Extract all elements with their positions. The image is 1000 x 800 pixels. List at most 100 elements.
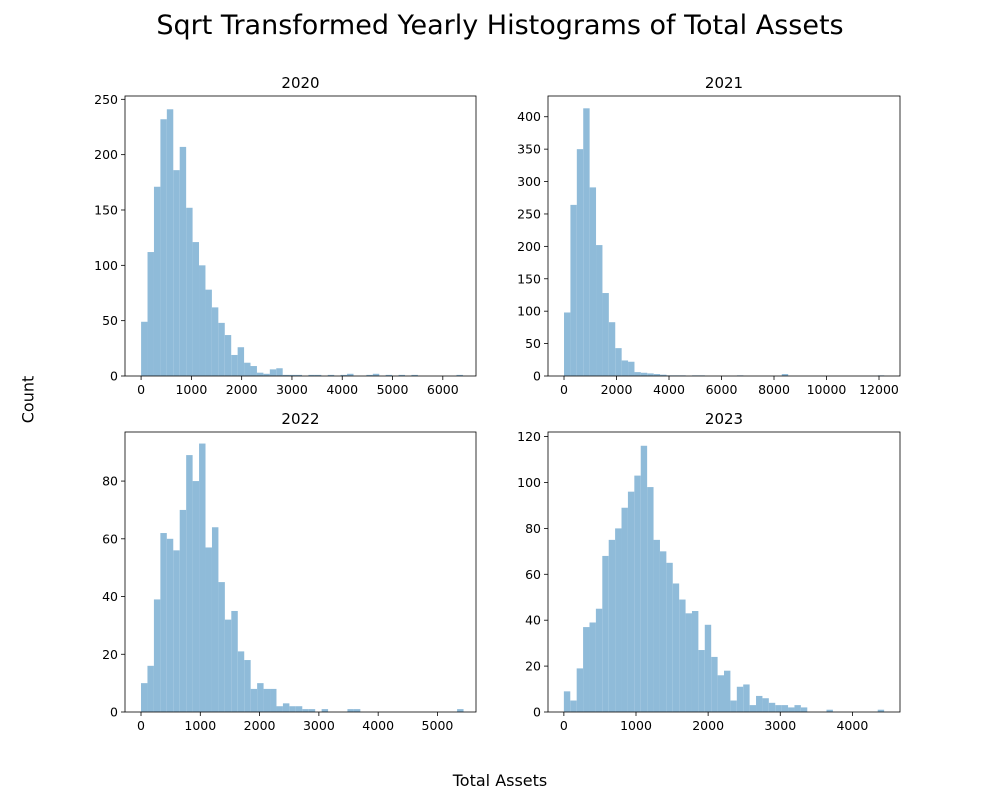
y-tick-label: 200 xyxy=(517,239,541,254)
y-tick-label: 0 xyxy=(533,705,541,720)
histogram-bar xyxy=(679,599,686,712)
histogram-panel-2020: 0 1000 2000 3000 4000 5000 6000 0 50 100 150 200 250… xyxy=(94,74,477,397)
histogram-bar xyxy=(743,684,750,712)
histogram-bar xyxy=(276,368,283,376)
histogram-bar xyxy=(256,372,264,376)
y-tick-label: 80 xyxy=(525,521,541,536)
histogram-bar xyxy=(314,374,322,376)
x-tick-label: 3000 xyxy=(303,718,335,733)
histogram-bar xyxy=(166,109,174,376)
y-tick-label: 40 xyxy=(102,589,118,604)
histogram-bar xyxy=(457,709,464,712)
histogram-bar xyxy=(704,624,712,712)
x-tick-label: 6000 xyxy=(706,382,738,397)
subplot-title: 2023 xyxy=(705,410,743,428)
histogram-panel-2021: 0 2000 4000 6000 8000 10000 12000 0 50 100 150 200 2… xyxy=(517,74,901,397)
x-tick-label: 2000 xyxy=(226,382,258,397)
x-tick-label: 12000 xyxy=(859,382,899,397)
histogram-bar xyxy=(564,312,571,376)
histogram-bar xyxy=(602,293,609,376)
histogram-bar xyxy=(608,322,616,376)
histogram-bar xyxy=(308,374,315,376)
histogram-bar xyxy=(627,491,635,712)
histogram-bar xyxy=(302,709,309,712)
histogram-bar xyxy=(756,695,763,712)
y-tick-label: 80 xyxy=(102,474,118,489)
histogram-bar xyxy=(347,373,354,376)
y-tick-label: 400 xyxy=(517,109,541,124)
histogram-bar xyxy=(237,651,245,712)
histogram-bar xyxy=(595,608,603,712)
histogram-bar xyxy=(762,698,769,712)
x-tick-label: 4000 xyxy=(836,718,868,733)
histogram-bar xyxy=(411,374,418,376)
x-tick-label: 1000 xyxy=(184,718,216,733)
x-tick-label: 4000 xyxy=(653,382,685,397)
y-tick-label: 250 xyxy=(517,206,541,221)
histogram-bar xyxy=(186,207,193,376)
x-tick-label: 10000 xyxy=(807,382,847,397)
histogram-bar xyxy=(730,700,737,712)
histogram-bar xyxy=(205,547,212,712)
histogram-bar xyxy=(653,539,660,712)
histogram-bar xyxy=(199,265,206,376)
figure-y-label: Count xyxy=(18,375,38,424)
histogram-bar xyxy=(634,475,641,712)
axes-frame xyxy=(124,95,477,377)
histogram-bar xyxy=(666,562,673,712)
histogram-bar xyxy=(615,528,622,712)
axes-frame xyxy=(547,431,901,713)
y-tick-label: 120 xyxy=(517,429,541,444)
histogram-bar xyxy=(218,322,225,376)
y-tick-label: 100 xyxy=(517,304,541,319)
histogram-bar xyxy=(647,373,654,376)
histogram-bar xyxy=(295,706,303,712)
histogram-bar xyxy=(775,705,782,712)
histogram-bar xyxy=(385,374,393,376)
histogram-bar xyxy=(398,374,405,376)
y-tick-label: 200 xyxy=(94,147,118,162)
histogram-bar xyxy=(160,119,167,377)
histogram-bar xyxy=(800,707,808,712)
histogram-bar xyxy=(685,613,692,712)
histogram-bar xyxy=(596,245,603,376)
x-tick-label: 0 xyxy=(137,382,145,397)
histogram-bar xyxy=(576,668,584,712)
histogram-bar xyxy=(456,374,463,376)
histogram-bar xyxy=(570,204,577,376)
histogram-bar xyxy=(308,709,316,712)
histogram-bar xyxy=(237,347,245,376)
histogram-bar xyxy=(327,374,335,376)
histogram-bar xyxy=(289,706,296,712)
histogram-bar xyxy=(295,374,303,376)
histogram-bar xyxy=(141,321,148,376)
histogram-bar xyxy=(321,709,329,712)
histogram-bar xyxy=(353,709,361,712)
histogram-bar xyxy=(672,583,680,712)
y-tick-label: 50 xyxy=(525,336,541,351)
figure-title: Sqrt Transformed Yearly Histograms of To… xyxy=(156,10,844,41)
histogram-bar xyxy=(289,374,296,376)
x-tick-label: 3000 xyxy=(764,718,796,733)
histogram-bar xyxy=(199,443,206,712)
histogram-panel-2022: 0 1000 2000 3000 4000 5000 0 20 40 60 80 2022 xyxy=(102,410,477,733)
histogram-bar xyxy=(602,555,609,712)
histogram-bar xyxy=(153,599,161,712)
histogram-bar xyxy=(781,705,789,712)
y-tick-label: 0 xyxy=(110,369,118,384)
histogram-bar xyxy=(160,533,167,712)
histogram-bar xyxy=(621,360,629,376)
y-tick-label: 50 xyxy=(102,313,118,328)
histogram-bar xyxy=(768,702,776,712)
x-tick-label: 1000 xyxy=(620,718,652,733)
x-tick-label: 2000 xyxy=(244,718,276,733)
x-tick-label: 0 xyxy=(137,718,145,733)
histogram-bar xyxy=(781,374,789,376)
histogram-bar xyxy=(173,550,180,712)
y-tick-label: 20 xyxy=(102,647,118,662)
x-tick-label: 0 xyxy=(560,382,568,397)
x-tick-label: 2000 xyxy=(692,718,724,733)
figure-x-label: Total Assets xyxy=(452,771,548,790)
y-tick-label: 0 xyxy=(533,369,541,384)
histogram-bar xyxy=(147,665,154,712)
